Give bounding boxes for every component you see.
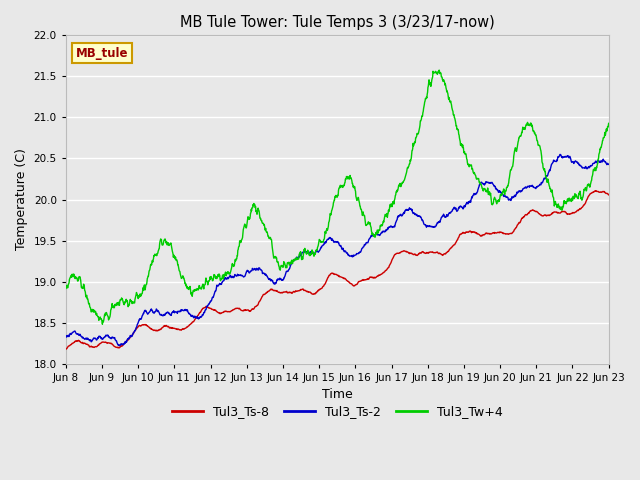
Legend: Tul3_Ts-8, Tul3_Ts-2, Tul3_Tw+4: Tul3_Ts-8, Tul3_Ts-2, Tul3_Tw+4 — [166, 400, 508, 423]
Title: MB Tule Tower: Tule Temps 3 (3/23/17-now): MB Tule Tower: Tule Temps 3 (3/23/17-now… — [180, 15, 495, 30]
Text: MB_tule: MB_tule — [76, 47, 128, 60]
Y-axis label: Temperature (C): Temperature (C) — [15, 149, 28, 251]
X-axis label: Time: Time — [322, 388, 353, 401]
